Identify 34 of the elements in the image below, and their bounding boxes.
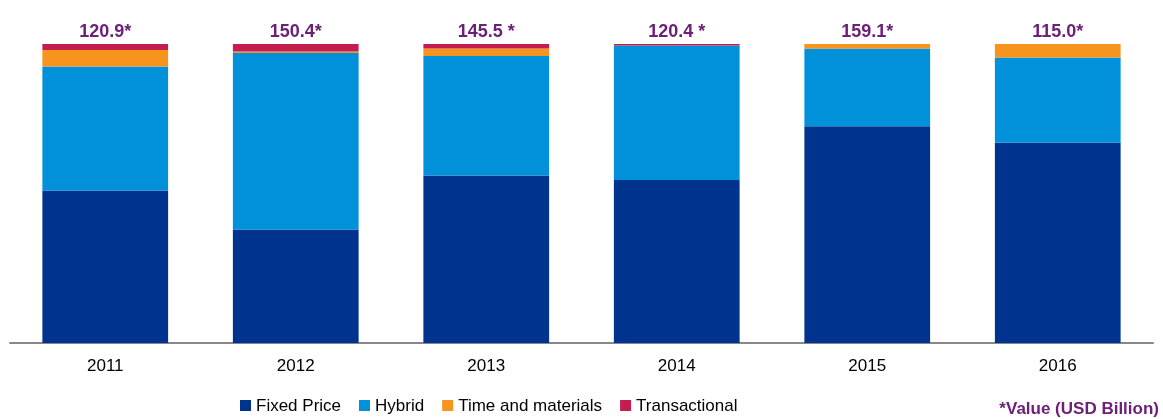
bar — [994, 57, 1121, 143]
bar — [232, 44, 359, 52]
bar — [42, 49, 169, 67]
x-tick-label: 2016 — [1038, 356, 1077, 375]
bar — [423, 55, 550, 176]
x-tick-label: 2014 — [657, 356, 696, 375]
text: *Value (USD Billion) — [999, 399, 1160, 418]
annotation: 120.4 * — [648, 21, 706, 41]
annotation: 145.5 * — [457, 21, 515, 41]
x-tick-label: 2013 — [467, 356, 506, 375]
annotation: 150.4* — [269, 21, 322, 41]
bar — [42, 44, 169, 50]
bar — [42, 66, 169, 191]
x-tick-label: 2012 — [276, 356, 315, 375]
x-tick-label: 2015 — [848, 356, 887, 375]
bar — [613, 45, 740, 181]
bar — [804, 48, 931, 127]
annotation: 159.1* — [841, 21, 894, 41]
annotation: 115.0* — [1032, 21, 1084, 41]
annotation: 120.9* — [79, 21, 132, 41]
legend-label: Hybrid — [375, 396, 425, 415]
x-tick-label: 2011 — [86, 356, 124, 375]
bar — [42, 190, 169, 343]
bar — [423, 48, 550, 56]
bar — [613, 180, 740, 343]
bar — [994, 142, 1121, 343]
legend-label: Fixed Price — [256, 396, 342, 415]
bar — [994, 44, 1121, 58]
legend-label: Transactional — [636, 396, 738, 415]
bar — [232, 52, 359, 230]
bar — [804, 126, 931, 343]
bar — [232, 229, 359, 343]
legend-label: Time and materials — [458, 396, 603, 415]
bar — [423, 175, 550, 343]
